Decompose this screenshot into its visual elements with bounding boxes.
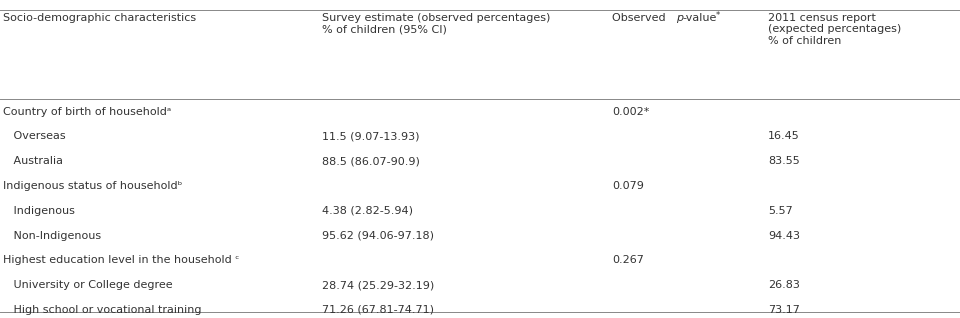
Text: University or College degree: University or College degree xyxy=(3,280,173,290)
Text: 16.45: 16.45 xyxy=(768,131,800,141)
Text: Australia: Australia xyxy=(3,156,63,166)
Text: -value: -value xyxy=(683,13,717,23)
Text: Non-Indigenous: Non-Indigenous xyxy=(3,231,101,240)
Text: 95.62 (94.06-97.18): 95.62 (94.06-97.18) xyxy=(322,231,434,240)
Text: Country of birth of householdᵃ: Country of birth of householdᵃ xyxy=(3,107,171,116)
Text: 0.002*: 0.002* xyxy=(612,107,650,116)
Text: 0.267: 0.267 xyxy=(612,255,644,265)
Text: 71.26 (67.81-74.71): 71.26 (67.81-74.71) xyxy=(322,305,434,315)
Text: 28.74 (25.29-32.19): 28.74 (25.29-32.19) xyxy=(322,280,434,290)
Text: 0.079: 0.079 xyxy=(612,181,644,191)
Text: *: * xyxy=(716,11,720,20)
Text: Overseas: Overseas xyxy=(3,131,65,141)
Text: Indigenous status of householdᵇ: Indigenous status of householdᵇ xyxy=(3,181,182,191)
Text: 94.43: 94.43 xyxy=(768,231,800,240)
Text: 4.38 (2.82-5.94): 4.38 (2.82-5.94) xyxy=(322,206,413,216)
Text: Indigenous: Indigenous xyxy=(3,206,75,216)
Text: 5.57: 5.57 xyxy=(768,206,793,216)
Text: 73.17: 73.17 xyxy=(768,305,800,315)
Text: High school or vocational training: High school or vocational training xyxy=(3,305,202,315)
Text: Survey estimate (observed percentages)
% of children (95% CI): Survey estimate (observed percentages) %… xyxy=(322,13,550,34)
Text: Observed: Observed xyxy=(612,13,670,23)
Text: Socio-demographic characteristics: Socio-demographic characteristics xyxy=(3,13,196,23)
Text: Highest education level in the household ᶜ: Highest education level in the household… xyxy=(3,255,239,265)
Text: 2011 census report
(expected percentages)
% of children: 2011 census report (expected percentages… xyxy=(768,13,901,46)
Text: 83.55: 83.55 xyxy=(768,156,800,166)
Text: 26.83: 26.83 xyxy=(768,280,800,290)
Text: 88.5 (86.07-90.9): 88.5 (86.07-90.9) xyxy=(322,156,420,166)
Text: p: p xyxy=(676,13,683,23)
Text: 11.5 (9.07-13.93): 11.5 (9.07-13.93) xyxy=(322,131,420,141)
